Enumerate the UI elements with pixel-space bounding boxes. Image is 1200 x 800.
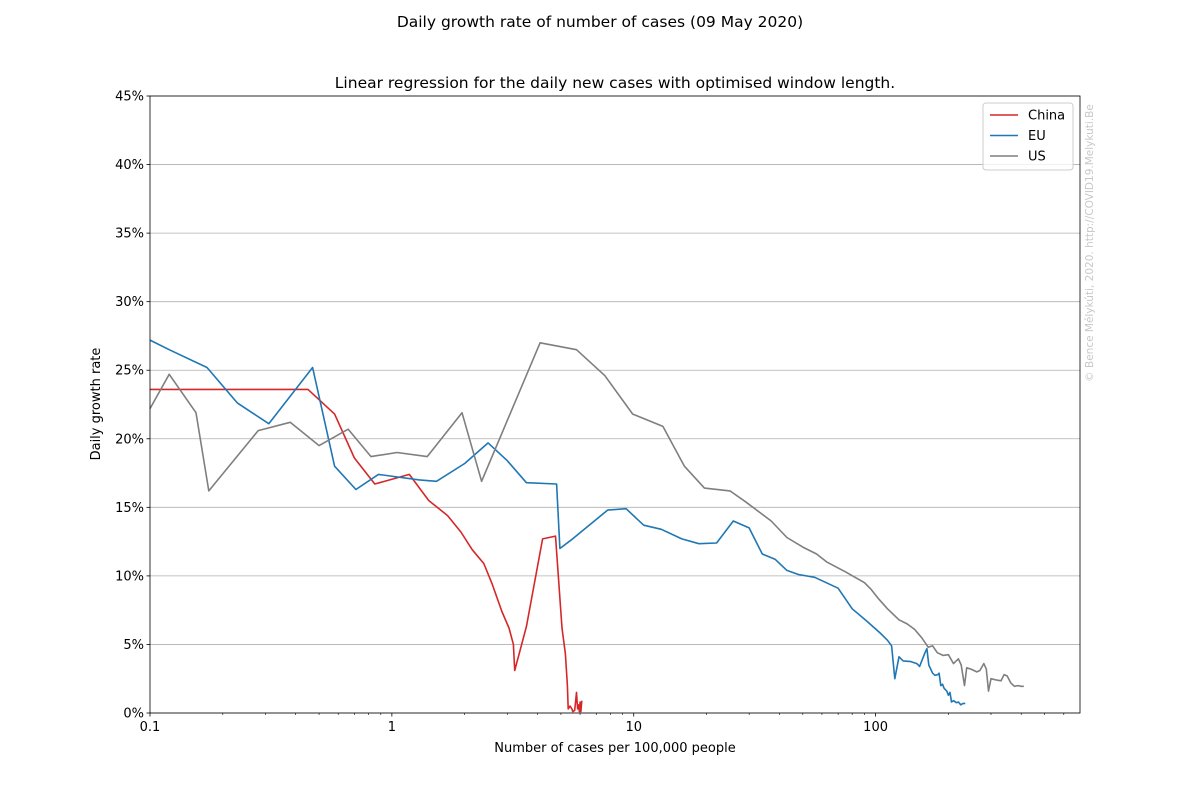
- legend-label-china: China: [1028, 109, 1065, 124]
- series-line-us: [149, 341, 1024, 692]
- plot-area-frame: [149, 95, 1081, 714]
- chart-title: Linear regression for the daily new case…: [335, 74, 895, 92]
- legend-box: [982, 102, 1074, 171]
- y-axis: 0% 5% 10% 15% 20% 25% 30% 35% 40% 45%: [115, 90, 150, 722]
- legend-label-us: US: [1028, 150, 1046, 165]
- y-gridlines: [150, 95, 1080, 714]
- x-tick-label: 100: [863, 720, 888, 735]
- y-tick-label: 20%: [115, 432, 144, 447]
- y-tick-label: 40%: [115, 158, 144, 173]
- legend: China EU US: [982, 102, 1074, 171]
- x-axis: 0.1 1 10 100: [140, 713, 1065, 735]
- y-tick-label: 10%: [115, 569, 144, 584]
- y-tick-label: 30%: [115, 295, 144, 310]
- x-tick-label: 1: [388, 720, 396, 735]
- y-tick-label: 45%: [115, 90, 144, 105]
- y-tick-label: 35%: [115, 227, 144, 242]
- y-tick-label: 0%: [123, 707, 144, 722]
- x-tick-label: 10: [625, 720, 642, 735]
- y-tick-label: 25%: [115, 364, 144, 379]
- copyright-watermark: © Bence Mélykúti, 2020. http://COVID19.M…: [1084, 104, 1096, 382]
- y-axis-label: Daily growth rate: [89, 348, 104, 461]
- figure-suptitle: Daily growth rate of number of cases (09…: [397, 13, 803, 31]
- series-line-eu: [149, 339, 966, 706]
- y-tick-label: 15%: [115, 501, 144, 516]
- series-lines: [149, 339, 1024, 713]
- series-line-china: [150, 388, 583, 713]
- x-tick-label: 0.1: [140, 720, 161, 735]
- x-axis-label: Number of cases per 100,000 people: [494, 741, 736, 756]
- y-tick-label: 5%: [123, 638, 144, 653]
- legend-label-eu: EU: [1028, 129, 1046, 144]
